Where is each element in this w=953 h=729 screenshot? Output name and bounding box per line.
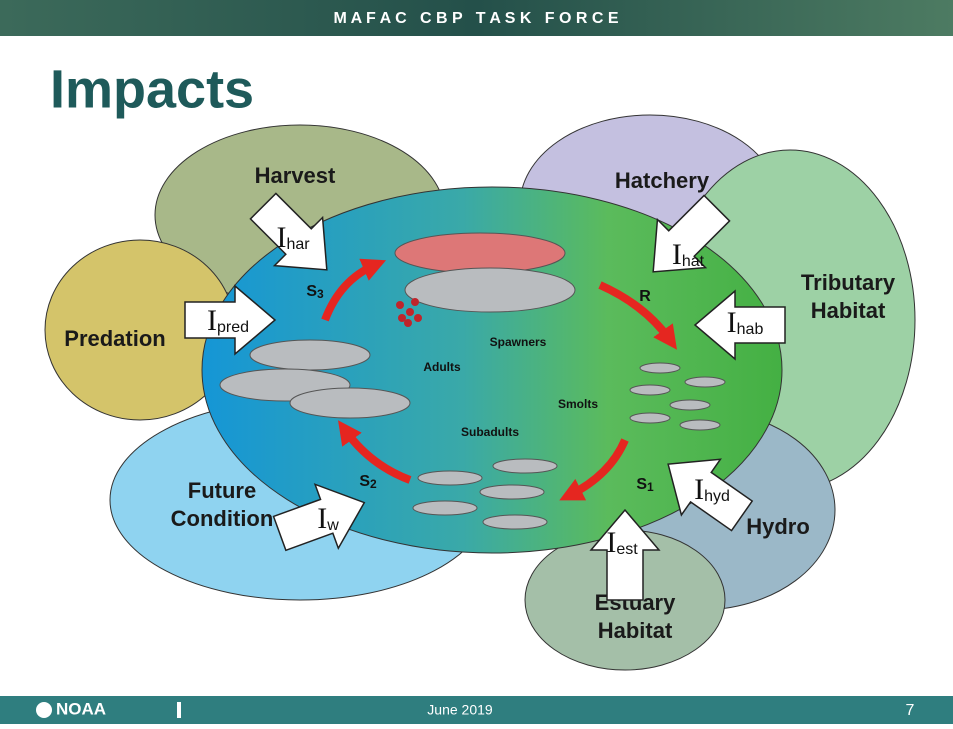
impact-label: Harvest [255, 163, 336, 188]
date: June 2019 [427, 702, 493, 718]
symbol: I [317, 502, 327, 535]
subscript: 1 [647, 480, 654, 494]
subscript: w [326, 517, 339, 534]
symbol: I [672, 238, 682, 271]
page-number: 7 [906, 702, 915, 719]
logo: NOAA [56, 699, 106, 718]
impact-label: Hydro [746, 514, 810, 539]
symbol: S [306, 283, 317, 300]
subscript: hab [737, 321, 764, 338]
slide-title: Impacts [50, 59, 254, 119]
impact-label: Tributary [801, 270, 896, 295]
stage-label: Spawners [490, 335, 547, 349]
subscript: hat [682, 253, 705, 270]
stage-label: Subadults [461, 425, 519, 439]
subscript: har [286, 236, 310, 253]
transition-label: R [639, 288, 651, 305]
impact-label: Predation [64, 326, 165, 351]
impact-label: Habitat [598, 618, 673, 643]
subscript: 2 [370, 477, 377, 491]
banner: M A F A C C B P T A S K F O R C E [333, 10, 618, 27]
separator [177, 702, 181, 718]
symbol: I [694, 473, 704, 506]
symbol: I [276, 221, 286, 254]
symbol: I [207, 304, 217, 337]
subscript: hyd [704, 488, 730, 505]
symbol: I [606, 526, 616, 559]
slide: M A F A C C B P T A S K F O R C E Impact… [0, 0, 953, 724]
subscript: 3 [317, 287, 324, 301]
stage-label: Adults [423, 360, 461, 374]
impact-label: Condition [171, 506, 274, 531]
logo-icon [36, 702, 52, 718]
impact-label: Hatchery [615, 168, 710, 193]
symbol: R [639, 288, 651, 305]
symbol: S [636, 476, 647, 493]
impact-label: Future [188, 478, 256, 503]
stage-label: Smolts [558, 397, 598, 411]
symbol: I [727, 306, 737, 339]
subscript: est [616, 541, 638, 558]
impact-label: Habitat [811, 298, 886, 323]
subscript: pred [217, 319, 249, 336]
symbol: S [359, 473, 370, 490]
